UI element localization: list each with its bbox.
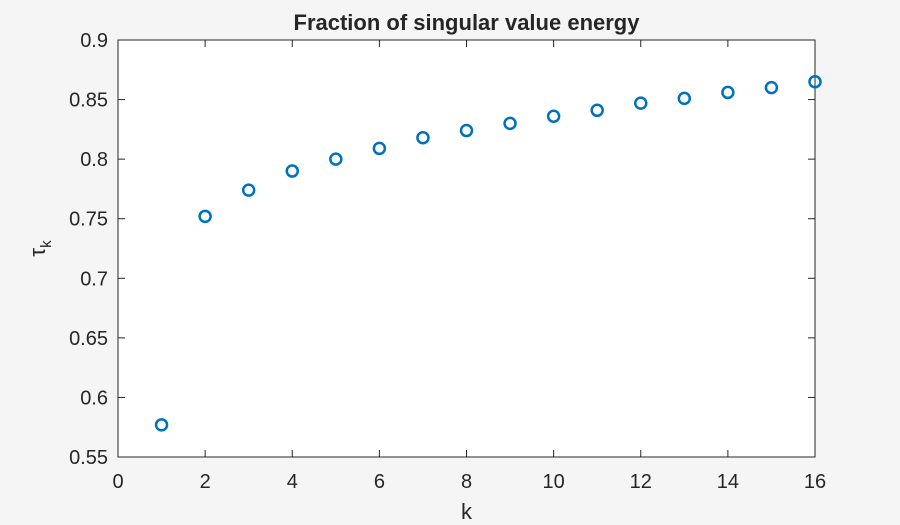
- x-tick-label: 4: [287, 471, 298, 493]
- data-point: [459, 123, 474, 138]
- y-axis-label: τk: [25, 240, 55, 257]
- data-point: [285, 164, 299, 178]
- data-point: [154, 418, 169, 432]
- y-tick-label: 0.9: [80, 30, 108, 52]
- x-tick-label: 2: [200, 471, 211, 493]
- data-point: [764, 80, 779, 95]
- y-tick-label: 0.75: [69, 209, 108, 231]
- y-tick-label: 0.7: [80, 268, 108, 290]
- chart-title: Fraction of singular value energy: [294, 10, 641, 35]
- data-point: [241, 183, 256, 197]
- x-tick-labels: 0 2 4 6 8 10 12 14 16: [112, 471, 826, 493]
- data-point: [721, 85, 735, 100]
- data-point: [503, 116, 517, 131]
- data-point: [634, 96, 648, 110]
- plot-area: [118, 40, 815, 457]
- y-tick-label: 0.65: [69, 328, 108, 350]
- data-point: [590, 103, 604, 118]
- data-points: [154, 74, 822, 432]
- data-point: [329, 152, 343, 166]
- x-tick-label: 14: [717, 471, 739, 493]
- y-tick-label: 0.85: [69, 90, 108, 112]
- data-point: [198, 209, 212, 224]
- y-axis-label-subscript: k: [38, 240, 55, 248]
- x-tick-label: 12: [630, 471, 652, 493]
- data-point: [808, 74, 822, 89]
- plot-frame: [117, 39, 816, 458]
- y-axis-label-base: τ: [25, 248, 50, 257]
- y-tick-labels: 0.55 0.6 0.65 0.7 0.75 0.8 0.85 0.9: [69, 30, 108, 469]
- y-tick-label: 0.55: [69, 447, 108, 469]
- x-tick-label: 0: [112, 471, 123, 493]
- data-point: [546, 109, 561, 124]
- data-point: [372, 141, 387, 156]
- x-tick-label: 6: [374, 471, 385, 493]
- y-tick-label: 0.8: [80, 149, 108, 171]
- data-point: [416, 130, 430, 145]
- data-point: [677, 91, 692, 106]
- x-tick-label: 10: [543, 471, 565, 493]
- x-tick-label: 8: [461, 471, 472, 493]
- x-axis-label: k: [461, 499, 473, 524]
- y-tick-label: 0.6: [80, 387, 108, 409]
- x-tick-label: 16: [804, 471, 826, 493]
